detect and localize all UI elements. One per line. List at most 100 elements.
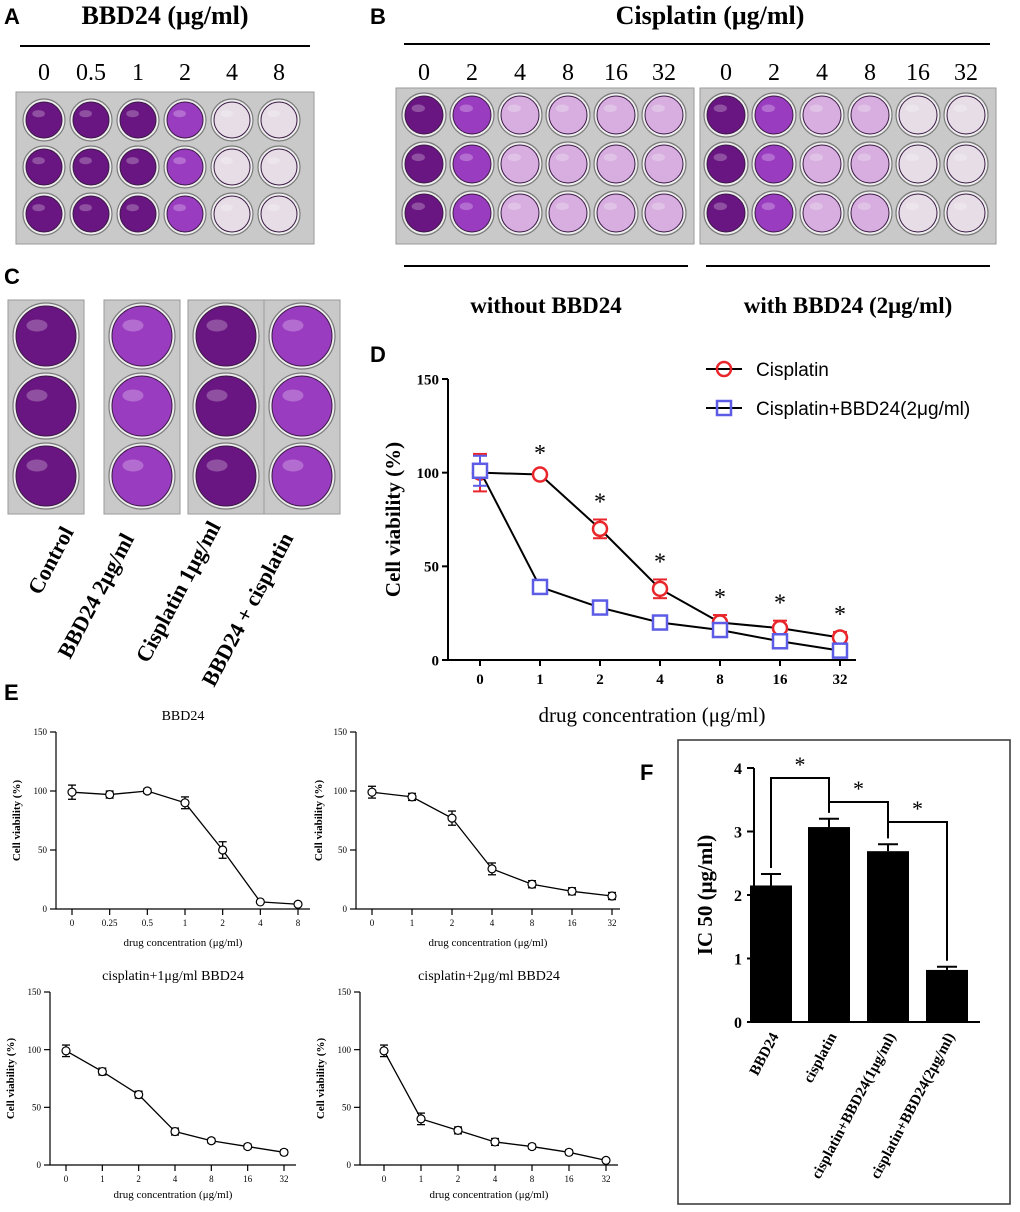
well-fill bbox=[596, 95, 636, 135]
well-fill bbox=[802, 193, 842, 233]
legend-d: Cisplatin Cisplatin+BBD24(2μg/ml) bbox=[706, 360, 970, 420]
well bbox=[22, 98, 66, 142]
x-tick-label: 1 bbox=[183, 918, 188, 928]
well bbox=[641, 92, 687, 138]
x-tick-label: cisplatin bbox=[801, 1030, 841, 1086]
well-highlight bbox=[809, 153, 823, 162]
well bbox=[593, 141, 639, 187]
well-fill bbox=[271, 445, 333, 507]
well bbox=[449, 190, 495, 236]
well-fill bbox=[72, 195, 110, 233]
well-highlight bbox=[26, 459, 48, 472]
well-fill bbox=[404, 95, 444, 135]
y-tick-label: 50 bbox=[338, 845, 348, 855]
well-highlight bbox=[220, 110, 233, 118]
x-tick-label: 2 bbox=[450, 918, 455, 928]
x-tick-label: 16 bbox=[243, 1174, 253, 1184]
well bbox=[108, 372, 176, 440]
well-highlight bbox=[122, 459, 144, 472]
chart-e1: 0 50 100 150 0 0.25 0.5 1 2 4 8 drug concentration … bbox=[11, 709, 310, 949]
well-highlight bbox=[206, 319, 228, 332]
x-tick-label: 16 bbox=[568, 918, 578, 928]
well-fill bbox=[548, 193, 588, 233]
well-fill bbox=[111, 375, 173, 437]
well-highlight bbox=[411, 202, 425, 211]
well bbox=[69, 192, 113, 236]
well-highlight bbox=[761, 202, 775, 211]
chart-e2: 0 50 100 150 0 1 2 4 8 16 32 drug concentration (μg… bbox=[313, 727, 620, 949]
data-point bbox=[218, 845, 228, 855]
panel-b-title: Cisplatin (μg/ml) bbox=[616, 1, 805, 30]
data-point bbox=[180, 798, 190, 808]
well-highlight bbox=[32, 157, 45, 165]
y-tick-label: 100 bbox=[338, 1045, 352, 1055]
y-tick-label: 2 bbox=[734, 888, 742, 905]
well-fill bbox=[111, 445, 173, 507]
well bbox=[12, 442, 80, 510]
well-fill bbox=[25, 101, 63, 139]
x-tick-label: 1 bbox=[419, 1174, 424, 1184]
y-tick-label: 100 bbox=[28, 1045, 42, 1055]
data-point bbox=[527, 879, 537, 889]
well bbox=[22, 192, 66, 236]
well-highlight bbox=[905, 153, 919, 162]
x-axis-label: drug concentration (μg/ml) bbox=[124, 937, 243, 949]
well-highlight bbox=[857, 104, 871, 113]
well bbox=[545, 190, 591, 236]
legend-label-cisplatin: Cisplatin bbox=[756, 360, 829, 381]
data-point bbox=[67, 787, 77, 797]
bar bbox=[926, 969, 968, 1022]
dose-label: 32 bbox=[652, 60, 676, 86]
well bbox=[401, 190, 447, 236]
dose-label: 0 bbox=[38, 60, 50, 86]
y-tick-label: 0 bbox=[43, 904, 48, 914]
well bbox=[192, 302, 260, 370]
well-highlight bbox=[173, 204, 186, 212]
x-tick-label: 2 bbox=[456, 1174, 461, 1184]
well-fill bbox=[195, 375, 257, 437]
panel-f-frame bbox=[677, 739, 1011, 1205]
well-fill bbox=[404, 144, 444, 184]
well bbox=[210, 98, 254, 142]
well-highlight bbox=[459, 104, 473, 113]
data-point bbox=[407, 792, 417, 802]
well-highlight bbox=[713, 153, 727, 162]
well-fill bbox=[644, 193, 684, 233]
well-highlight bbox=[555, 153, 569, 162]
panel-b: B Cisplatin (μg/ml) 0 2 4 8 16 32 0 2 4 8 16 32 wi… bbox=[370, 1, 997, 318]
x-tick-label: 4 bbox=[490, 918, 495, 928]
data-point bbox=[255, 897, 265, 907]
panel-d-letter: D bbox=[370, 342, 386, 367]
bar bbox=[808, 827, 850, 1022]
well-fill bbox=[644, 95, 684, 135]
data-point bbox=[293, 899, 303, 909]
data-point bbox=[651, 614, 669, 631]
y-tick-label: 100 bbox=[34, 786, 48, 796]
well bbox=[641, 141, 687, 187]
well bbox=[192, 442, 260, 510]
well-fill bbox=[500, 95, 540, 135]
well-fill bbox=[213, 148, 251, 186]
well bbox=[257, 98, 301, 142]
well-fill bbox=[802, 95, 842, 135]
well-highlight bbox=[651, 202, 665, 211]
x-tick-label: 0.5 bbox=[142, 918, 154, 928]
well-fill bbox=[706, 193, 746, 233]
y-tick-label: 150 bbox=[28, 987, 42, 997]
dose-label: 4 bbox=[816, 60, 828, 86]
x-tick-label: 1 bbox=[100, 1174, 105, 1184]
well-fill bbox=[271, 305, 333, 367]
well-fill bbox=[404, 193, 444, 233]
well-fill bbox=[898, 95, 938, 135]
well-highlight bbox=[267, 110, 280, 118]
x-axis-label: drug concentration (μg/ml) bbox=[430, 1189, 549, 1201]
well-fill bbox=[596, 193, 636, 233]
data-point bbox=[142, 786, 152, 796]
well-fill bbox=[213, 101, 251, 139]
well bbox=[497, 190, 543, 236]
well bbox=[401, 92, 447, 138]
significance-star: * bbox=[774, 591, 786, 617]
well-fill bbox=[946, 193, 986, 233]
legend-label-combo: Cisplatin+BBD24(2μg/ml) bbox=[756, 399, 970, 420]
